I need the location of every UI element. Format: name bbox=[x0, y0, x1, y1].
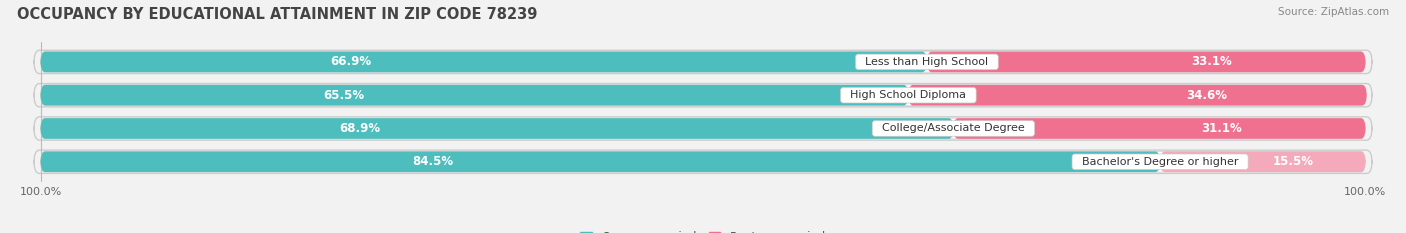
FancyBboxPatch shape bbox=[41, 51, 927, 72]
Text: Less than High School: Less than High School bbox=[858, 57, 995, 67]
Text: 31.1%: 31.1% bbox=[1201, 122, 1241, 135]
FancyBboxPatch shape bbox=[41, 151, 1160, 172]
FancyBboxPatch shape bbox=[41, 118, 953, 139]
FancyBboxPatch shape bbox=[41, 85, 908, 106]
Text: High School Diploma: High School Diploma bbox=[844, 90, 973, 100]
Legend: Owner-occupied, Renter-occupied: Owner-occupied, Renter-occupied bbox=[575, 226, 831, 233]
Text: 33.1%: 33.1% bbox=[1191, 55, 1232, 69]
Text: 68.9%: 68.9% bbox=[339, 122, 381, 135]
Text: Source: ZipAtlas.com: Source: ZipAtlas.com bbox=[1278, 7, 1389, 17]
FancyBboxPatch shape bbox=[41, 85, 1365, 106]
Text: 15.5%: 15.5% bbox=[1272, 155, 1315, 168]
FancyBboxPatch shape bbox=[41, 151, 1365, 172]
FancyBboxPatch shape bbox=[1160, 151, 1365, 172]
Text: Bachelor's Degree or higher: Bachelor's Degree or higher bbox=[1074, 157, 1246, 167]
Text: 34.6%: 34.6% bbox=[1185, 89, 1227, 102]
Text: College/Associate Degree: College/Associate Degree bbox=[875, 123, 1032, 134]
Text: OCCUPANCY BY EDUCATIONAL ATTAINMENT IN ZIP CODE 78239: OCCUPANCY BY EDUCATIONAL ATTAINMENT IN Z… bbox=[17, 7, 537, 22]
FancyBboxPatch shape bbox=[953, 118, 1365, 139]
FancyBboxPatch shape bbox=[927, 51, 1365, 72]
Text: 66.9%: 66.9% bbox=[330, 55, 371, 69]
FancyBboxPatch shape bbox=[41, 51, 1365, 72]
FancyBboxPatch shape bbox=[908, 85, 1367, 106]
FancyBboxPatch shape bbox=[41, 118, 1365, 139]
Text: 84.5%: 84.5% bbox=[412, 155, 453, 168]
Text: 65.5%: 65.5% bbox=[323, 89, 364, 102]
